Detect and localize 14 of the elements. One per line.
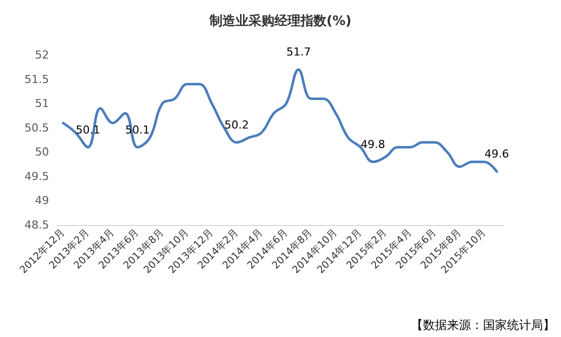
text: 【数据来源：国家统计局】	[411, 318, 555, 332]
y-tick-label: 49.5	[24, 170, 49, 183]
data-label: 50.2	[224, 118, 249, 132]
chart-title: 制造业采购经理指数(%)	[208, 13, 352, 29]
y-tick-label: 50.5	[24, 121, 49, 134]
y-tick-label: 48.5	[24, 218, 49, 232]
y-tick-label: 51.5	[24, 72, 49, 86]
data-label: 51.7	[286, 46, 311, 59]
y-tick-label: 50	[35, 146, 49, 159]
y-tick-label: 51	[35, 97, 49, 110]
y-tick-label: 52	[35, 48, 49, 62]
data-label: 49.6	[484, 148, 510, 161]
data-label: 49.8	[360, 138, 386, 151]
y-tick-label: 49	[35, 194, 49, 208]
